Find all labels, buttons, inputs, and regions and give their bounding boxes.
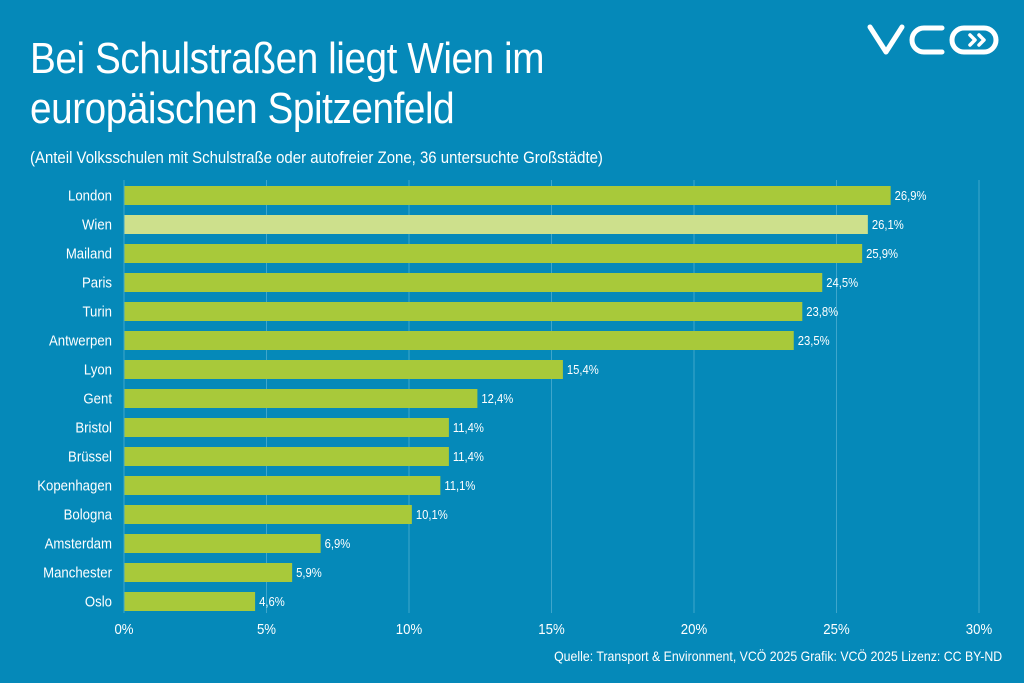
data-label: 11,4% (453, 420, 484, 435)
bar-brüssel (124, 447, 449, 466)
x-tick-label: 20% (681, 620, 708, 637)
category-label: Gent (83, 390, 112, 407)
x-tick-label: 5% (257, 620, 276, 637)
x-tick-label: 15% (538, 620, 565, 637)
category-label: Bologna (64, 506, 113, 523)
bar-london (124, 186, 891, 205)
category-label: Wien (82, 216, 112, 233)
data-label: 25,9% (866, 246, 898, 261)
data-label: 4,6% (259, 594, 285, 609)
category-label: Paris (82, 274, 112, 291)
data-label: 23,8% (806, 304, 838, 319)
x-tick-label: 30% (966, 620, 993, 637)
data-label: 15,4% (567, 362, 599, 377)
x-tick-label: 10% (396, 620, 423, 637)
category-label: Manchester (43, 564, 112, 581)
bar-amsterdam (124, 534, 321, 553)
bar-wien (124, 215, 868, 234)
bar-gent (124, 389, 478, 408)
category-label: Turin (82, 303, 112, 320)
title-line-1: Bei Schulstraßen liegt Wien im (30, 34, 545, 83)
x-tick-label: 0% (114, 620, 133, 637)
source-note: Quelle: Transport & Environment, VCÖ 202… (553, 648, 1002, 664)
vco-logo (867, 24, 999, 55)
category-label: Mailand (66, 245, 112, 262)
data-label: 11,4% (453, 449, 484, 464)
bar-antwerpen (124, 331, 794, 350)
bar-lyon (124, 360, 563, 379)
data-label: 24,5% (826, 275, 858, 290)
bar-kopenhagen (124, 476, 441, 495)
title-line-2: europäischen Spitzenfeld (30, 84, 455, 133)
data-label: 6,9% (325, 536, 351, 551)
chart-title: Bei Schulstraßen liegt Wien im europäisc… (30, 34, 544, 134)
data-label: 10,1% (416, 507, 448, 522)
data-label: 26,9% (895, 188, 927, 203)
data-label: 12,4% (481, 391, 513, 406)
category-label: Lyon (84, 361, 112, 378)
category-label: London (68, 187, 112, 204)
bar-oslo (124, 592, 256, 611)
x-tick-label: 25% (823, 620, 850, 637)
category-label: Kopenhagen (37, 477, 112, 494)
bar-paris (124, 273, 823, 292)
data-label: 11,1% (444, 478, 475, 493)
bar-manchester (124, 563, 293, 582)
category-label: Antwerpen (49, 332, 112, 349)
category-label: Brüssel (68, 448, 112, 465)
category-label: Oslo (85, 593, 112, 610)
category-label: Bristol (75, 419, 112, 436)
chart-subtitle: (Anteil Volksschulen mit Schulstraße ode… (30, 148, 603, 167)
data-label: 26,1% (872, 217, 904, 232)
bar-bristol (124, 418, 449, 437)
data-label: 23,5% (798, 333, 830, 348)
bar-turin (124, 302, 803, 321)
category-label: Amsterdam (45, 535, 112, 552)
data-label: 5,9% (296, 565, 322, 580)
bar-bologna (124, 505, 412, 524)
bar-mailand (124, 244, 863, 263)
